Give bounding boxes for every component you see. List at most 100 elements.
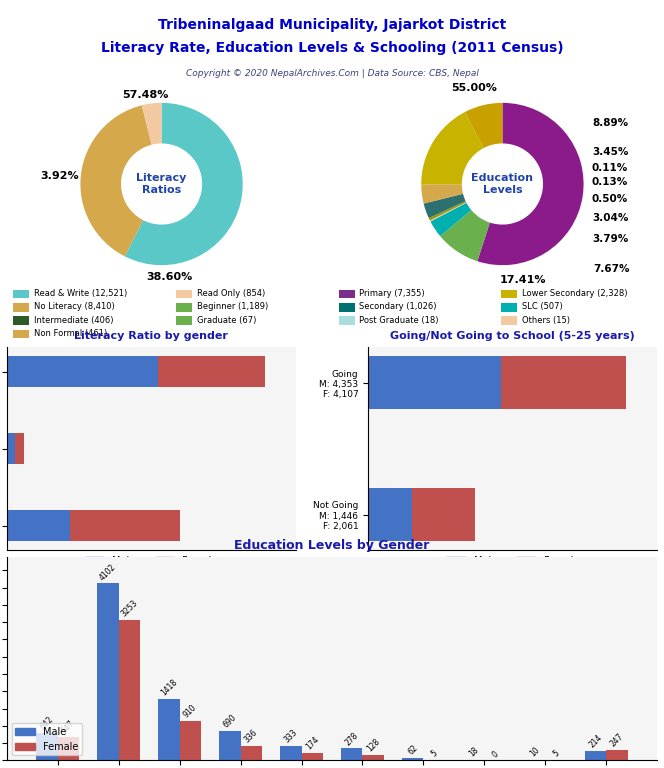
Bar xyxy=(363,755,384,760)
Text: 128: 128 xyxy=(365,737,381,753)
Legend: Male, Female: Male, Female xyxy=(81,552,221,570)
Bar xyxy=(176,303,192,312)
Text: 247: 247 xyxy=(609,732,625,748)
Bar xyxy=(501,290,517,299)
Text: Read & Write (12,521): Read & Write (12,521) xyxy=(34,289,127,298)
Bar xyxy=(219,730,240,760)
Text: Tribeninalgaad Municipality, Jajarkot District: Tribeninalgaad Municipality, Jajarkot Di… xyxy=(158,18,506,31)
Text: 38.60%: 38.60% xyxy=(147,273,193,283)
Text: 3.04%: 3.04% xyxy=(592,213,628,223)
Text: Lower Secondary (2,328): Lower Secondary (2,328) xyxy=(522,289,627,298)
Text: 7.67%: 7.67% xyxy=(594,264,630,274)
Text: Primary (7,355): Primary (7,355) xyxy=(359,289,425,298)
Text: 333: 333 xyxy=(282,728,299,745)
Text: Graduate (67): Graduate (67) xyxy=(197,316,256,325)
Text: 0.13%: 0.13% xyxy=(592,177,628,187)
Bar xyxy=(341,748,363,760)
Text: Others (15): Others (15) xyxy=(522,316,570,325)
Text: 10: 10 xyxy=(528,746,541,759)
Text: 57.48%: 57.48% xyxy=(122,90,169,100)
Text: Copyright © 2020 NepalArchives.Com | Data Source: CBS, Nepal: Copyright © 2020 NepalArchives.Com | Dat… xyxy=(185,68,479,78)
Text: Literacy Rate, Education Levels & Schooling (2011 Census): Literacy Rate, Education Levels & School… xyxy=(101,41,563,55)
Wedge shape xyxy=(477,103,584,265)
Bar xyxy=(585,751,606,760)
Wedge shape xyxy=(430,202,466,221)
Text: 278: 278 xyxy=(343,730,360,747)
Bar xyxy=(240,746,262,760)
Wedge shape xyxy=(429,201,466,220)
Text: 547: 547 xyxy=(60,719,76,736)
Bar xyxy=(37,733,58,760)
Bar xyxy=(339,316,355,325)
Text: 336: 336 xyxy=(243,728,260,744)
Text: 62: 62 xyxy=(406,743,420,756)
Wedge shape xyxy=(465,103,503,148)
Text: Literacy
Ratios: Literacy Ratios xyxy=(136,174,187,195)
Text: 5: 5 xyxy=(551,749,561,759)
Title: Literacy Ratio by gender: Literacy Ratio by gender xyxy=(74,331,228,341)
Text: 17.41%: 17.41% xyxy=(499,275,546,285)
Bar xyxy=(176,316,192,325)
Bar xyxy=(368,356,501,409)
Text: 0.50%: 0.50% xyxy=(592,194,628,204)
Wedge shape xyxy=(430,203,471,236)
Text: 690: 690 xyxy=(222,713,238,730)
Bar xyxy=(119,620,140,760)
Bar xyxy=(13,316,29,325)
Text: 1418: 1418 xyxy=(159,678,179,698)
Title: Going/Not Going to School (5-25 years): Going/Not Going to School (5-25 years) xyxy=(390,331,635,341)
Bar xyxy=(402,758,424,760)
Bar xyxy=(368,488,412,541)
Text: 18: 18 xyxy=(467,745,480,758)
Bar xyxy=(501,303,517,312)
Bar xyxy=(15,433,25,464)
Bar xyxy=(13,329,29,338)
Text: 3.92%: 3.92% xyxy=(41,171,80,181)
Text: 3.45%: 3.45% xyxy=(592,147,628,157)
Text: Education
Levels: Education Levels xyxy=(471,174,533,195)
Title: Education Levels by Gender: Education Levels by Gender xyxy=(234,539,430,552)
Bar xyxy=(13,290,29,299)
Bar xyxy=(412,488,475,541)
Text: 0.11%: 0.11% xyxy=(592,163,628,173)
Bar xyxy=(501,356,625,409)
Bar xyxy=(7,356,158,387)
Bar xyxy=(97,583,119,760)
Wedge shape xyxy=(142,103,161,144)
Text: 174: 174 xyxy=(304,735,321,752)
Legend: Male, Female: Male, Female xyxy=(443,552,583,570)
Bar xyxy=(301,753,323,760)
Text: 3.79%: 3.79% xyxy=(592,234,628,244)
Bar xyxy=(501,316,517,325)
Wedge shape xyxy=(430,203,466,221)
Bar xyxy=(7,510,70,541)
Text: Non Formal (461): Non Formal (461) xyxy=(34,329,107,338)
Bar xyxy=(13,303,29,312)
Wedge shape xyxy=(424,194,465,218)
Text: Intermediate (406): Intermediate (406) xyxy=(34,316,114,325)
Text: 55.00%: 55.00% xyxy=(451,83,497,93)
Legend: Male, Female: Male, Female xyxy=(11,723,82,756)
Bar xyxy=(158,356,266,387)
Bar xyxy=(179,721,201,760)
Text: 8.89%: 8.89% xyxy=(592,118,628,128)
Text: SLC (507): SLC (507) xyxy=(522,303,563,311)
Text: No Literacy (8,410): No Literacy (8,410) xyxy=(34,303,115,311)
Bar xyxy=(70,510,181,541)
Text: Read Only (854): Read Only (854) xyxy=(197,289,265,298)
Bar xyxy=(58,737,79,760)
Text: Beginner (1,189): Beginner (1,189) xyxy=(197,303,268,311)
Bar xyxy=(606,750,627,760)
Wedge shape xyxy=(421,184,463,204)
Text: Secondary (1,026): Secondary (1,026) xyxy=(359,303,437,311)
Wedge shape xyxy=(80,105,151,257)
Bar xyxy=(280,746,301,760)
Text: 5: 5 xyxy=(429,749,439,759)
Wedge shape xyxy=(440,210,490,261)
Text: 214: 214 xyxy=(588,733,604,750)
Bar xyxy=(7,433,15,464)
Text: 910: 910 xyxy=(182,703,199,720)
Bar xyxy=(339,290,355,299)
Bar xyxy=(339,303,355,312)
Text: 0: 0 xyxy=(490,750,500,759)
